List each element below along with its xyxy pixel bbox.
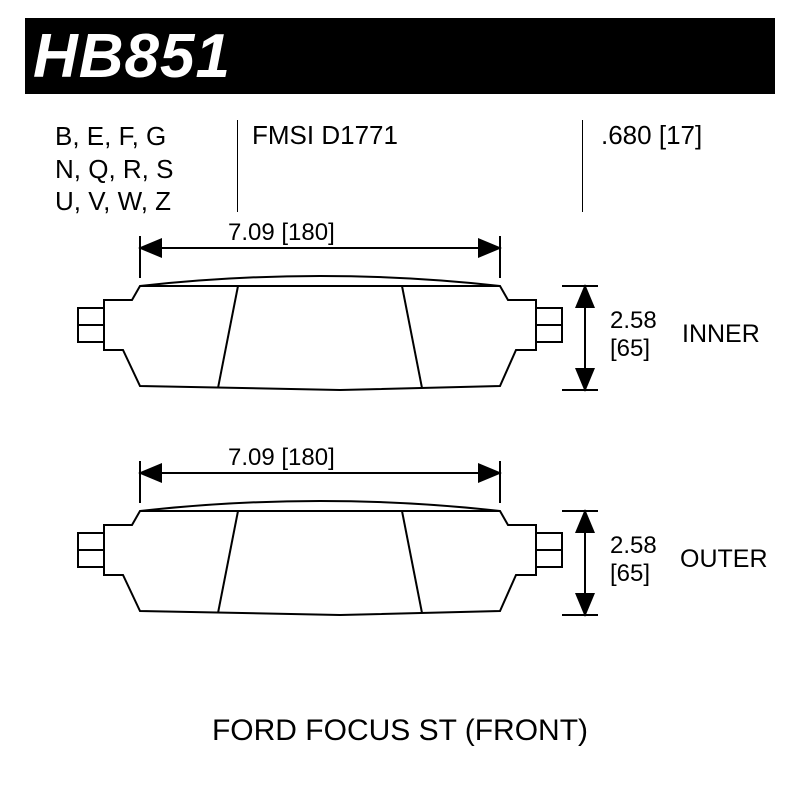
thickness-mm: [17]	[659, 120, 702, 150]
svg-text:INNER: INNER	[682, 320, 760, 348]
compound-codes: B, E, F, G N, Q, R, S U, V, W, Z	[55, 120, 223, 218]
part-number: HB851	[33, 21, 231, 92]
svg-text:OUTER: OUTER	[680, 545, 768, 573]
svg-text:7.09 [180]: 7.09 [180]	[228, 444, 335, 471]
brake-pad-diagram: 7.09 [180] 2.58 [65] INNER 7.09 [180]	[0, 218, 800, 738]
thickness: .680 [17]	[597, 120, 702, 218]
info-row: B, E, F, G N, Q, R, S U, V, W, Z FMSI D1…	[55, 120, 740, 218]
svg-text:7.09 [180]: 7.09 [180]	[228, 219, 335, 246]
vehicle-title: FORD FOCUS ST (FRONT)	[0, 714, 800, 748]
codes-line: N, Q, R, S	[55, 153, 223, 186]
fmsi-code: FMSI D1771	[252, 120, 452, 218]
svg-text:2.58: 2.58	[610, 532, 657, 559]
vertical-divider	[237, 120, 238, 212]
svg-text:2.58: 2.58	[610, 307, 657, 334]
vertical-divider	[582, 120, 583, 212]
header-bar: HB851	[25, 18, 775, 94]
svg-text:[65]: [65]	[610, 560, 650, 587]
svg-text:[65]: [65]	[610, 335, 650, 362]
codes-line: B, E, F, G	[55, 120, 223, 153]
thickness-in: .680	[601, 120, 652, 150]
codes-line: U, V, W, Z	[55, 185, 223, 218]
